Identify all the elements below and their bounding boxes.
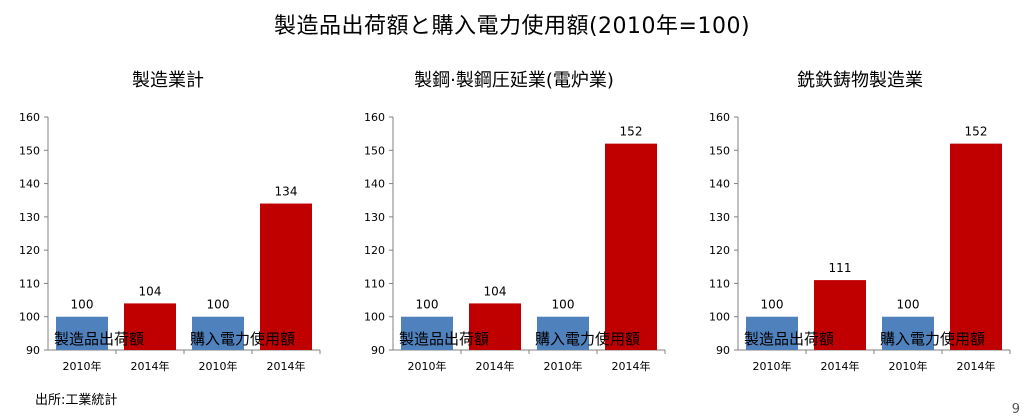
page-title: 製造品出荷額と購入電力使用額(2010年=100): [273, 14, 751, 39]
data-label: 152: [965, 125, 988, 139]
chart-1-title: 製造業計: [132, 70, 204, 91]
data-label: 100: [761, 298, 784, 312]
group-label: 購入電力使用額: [190, 330, 295, 348]
bar: [882, 316, 934, 350]
y-tick-label: 130: [709, 211, 730, 224]
y-tick-label: 160: [364, 111, 385, 124]
bar: [56, 316, 108, 350]
data-label: 100: [552, 298, 575, 312]
data-label: 104: [484, 284, 507, 298]
x-tick-label: 2010年: [199, 359, 238, 373]
data-label: 100: [416, 298, 439, 312]
x-tick-label: 2014年: [612, 359, 651, 373]
y-tick-label: 110: [19, 277, 40, 290]
group-label: 購入電力使用額: [880, 330, 985, 348]
chart-2-title: 製鋼·製鋼圧延業(電炉業): [414, 70, 614, 91]
x-tick-label: 2014年: [821, 359, 860, 373]
chart-3-title: 銑鉄鋳物製造業: [797, 70, 923, 91]
x-tick-label: 2010年: [544, 359, 583, 373]
chart-iron-casting: 90 100 110 120 130 140 150 160 100 2010年 111 2014年 1…: [709, 111, 1011, 373]
y-tick-label: 160: [19, 111, 40, 124]
group-label: 製造品出荷額: [744, 330, 834, 348]
group-label: 製造品出荷額: [54, 330, 144, 348]
data-label: 134: [275, 185, 298, 199]
x-tick-label: 2014年: [131, 359, 170, 373]
y-tick-label: 140: [364, 178, 385, 191]
bar: [260, 203, 312, 350]
chart-manufacturing-total: 90 100 110 120 130 140 150 160 100 2010年 104 2014年 1…: [19, 111, 321, 373]
x-tick-label: 2010年: [408, 359, 447, 373]
x-tick-label: 2014年: [267, 359, 306, 373]
y-tick-label: 120: [19, 244, 40, 257]
bar: [814, 280, 866, 350]
bar: [605, 143, 657, 350]
page-number: 9: [1011, 402, 1020, 417]
group-label: 購入電力使用額: [535, 330, 640, 348]
y-tick-label: 90: [26, 344, 40, 357]
source-note: 出所:工業統計: [35, 393, 118, 408]
y-tick-label: 90: [371, 344, 385, 357]
x-tick-label: 2014年: [476, 359, 515, 373]
bar: [469, 303, 521, 350]
y-tick-label: 100: [709, 311, 730, 324]
y-tick-label: 100: [19, 311, 40, 324]
x-tick-label: 2010年: [889, 359, 928, 373]
y-tick-label: 100: [364, 311, 385, 324]
bar: [537, 316, 589, 350]
group-label: 製造品出荷額: [399, 330, 489, 348]
y-tick-label: 130: [364, 211, 385, 224]
y-tick-label: 130: [19, 211, 40, 224]
x-tick-label: 2010年: [63, 359, 102, 373]
data-label: 111: [829, 261, 852, 275]
data-label: 100: [71, 298, 94, 312]
y-tick-label: 150: [19, 144, 40, 157]
x-tick-label: 2014年: [957, 359, 996, 373]
x-tick-label: 2010年: [753, 359, 792, 373]
data-label: 100: [897, 298, 920, 312]
bar: [401, 316, 453, 350]
y-tick-label: 150: [364, 144, 385, 157]
y-tick-label: 140: [19, 178, 40, 191]
data-label: 152: [620, 125, 643, 139]
data-label: 104: [139, 284, 162, 298]
y-tick-label: 120: [709, 244, 730, 257]
data-label: 100: [207, 298, 230, 312]
bar: [746, 316, 798, 350]
bar: [950, 143, 1002, 350]
y-tick-label: 120: [364, 244, 385, 257]
y-tick-label: 150: [709, 144, 730, 157]
bar: [192, 316, 244, 350]
y-tick-label: 140: [709, 178, 730, 191]
y-tick-label: 90: [716, 344, 730, 357]
y-tick-label: 110: [364, 277, 385, 290]
y-tick-label: 110: [709, 277, 730, 290]
chart-steel-electric-furnace: 90 100 110 120 130 140 150 160 100 2010年 104 2014年 1…: [364, 111, 666, 373]
y-tick-label: 160: [709, 111, 730, 124]
bar: [124, 303, 176, 350]
